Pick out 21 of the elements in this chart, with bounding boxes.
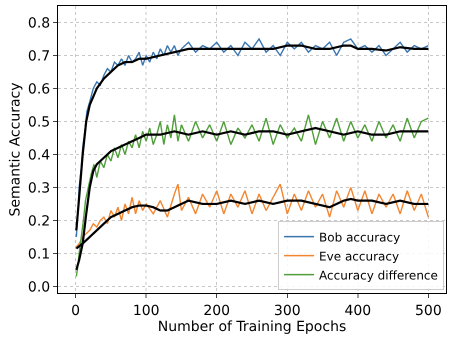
y-tick-label: 0.8 (28, 15, 50, 32)
y-tick-label: 0.3 (28, 180, 50, 196)
y-tick-label: 0.6 (28, 81, 50, 98)
legend-label: Bob accuracy (319, 230, 400, 244)
x-tick-label: 100 (132, 302, 160, 319)
line-series (76, 183, 430, 248)
x-tick-label: 0 (71, 302, 80, 319)
y-tick-label: 0.0 (28, 279, 50, 296)
x-tick-label: 400 (344, 302, 372, 319)
y-tick-label: 0.2 (28, 213, 50, 230)
y-axis-title: Semantic Accuracy (8, 82, 24, 217)
legend-label: Accuracy difference (319, 268, 438, 282)
y-tick-label: 0.7 (28, 48, 50, 64)
y-tick-label: 0.4 (28, 147, 50, 164)
y-tick-label: 0.1 (28, 246, 50, 262)
y-tick-label: 0.5 (28, 114, 50, 130)
legend-label: Eve accuracy (319, 249, 400, 264)
x-tick-label: 300 (274, 302, 301, 319)
x-axis-title: Number of Training Epochs (158, 318, 346, 335)
x-tick-label: 200 (203, 302, 230, 319)
x-tick-label: 500 (414, 302, 442, 319)
